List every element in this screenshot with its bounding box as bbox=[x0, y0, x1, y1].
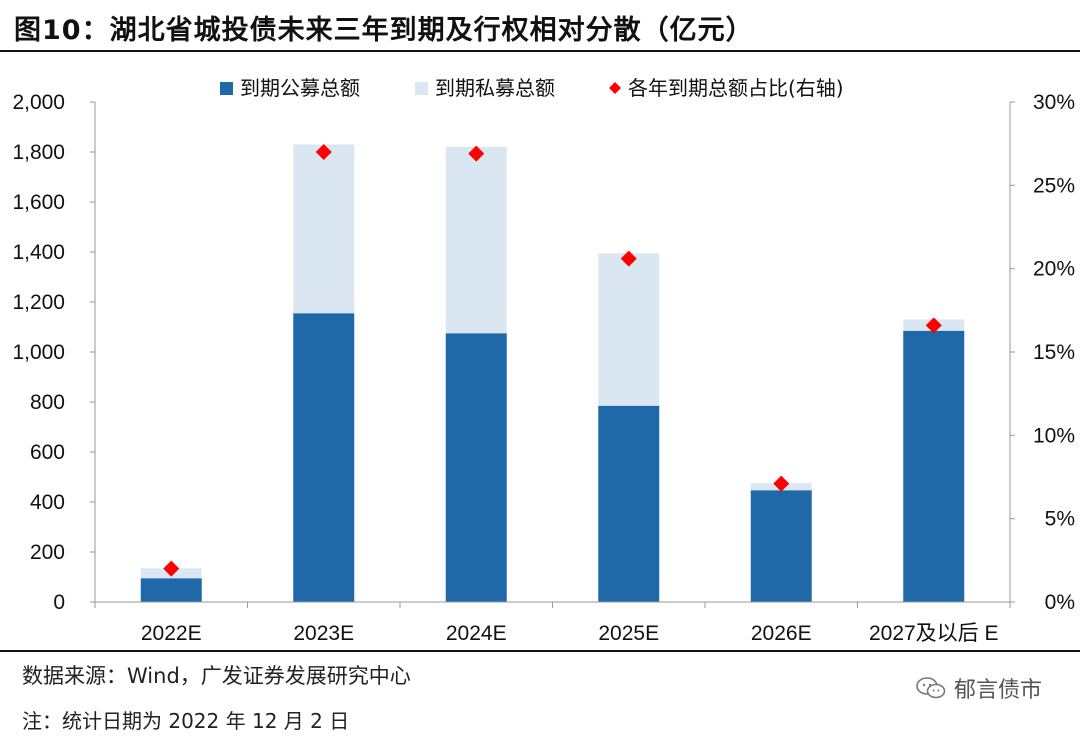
bar-private-2024E bbox=[445, 147, 507, 334]
x-axis: 2022E 2023E 2024E 2025E 2026E 2027及以后 E bbox=[94, 601, 1011, 645]
bar-private-2025E bbox=[598, 253, 660, 406]
left-tick-label: 1,200 bbox=[12, 291, 65, 314]
stacked-bar-chart: 0 200 400 600 800 1,000 1,200 1,400 1,600 1,800 2,… bbox=[12, 76, 1075, 645]
right-y-axis: 0% 5% 10% 15% 20% 25% 30% bbox=[1009, 91, 1075, 614]
x-tick-label: 2026E bbox=[751, 622, 812, 645]
x-tick-label: 2023E bbox=[293, 622, 354, 645]
date-note: 注：统计日期为 2022 年 12 月 2 日 bbox=[22, 709, 350, 733]
left-tick-label: 1,600 bbox=[12, 191, 65, 214]
left-tick-label: 1,800 bbox=[12, 141, 65, 164]
source-note: 数据来源：Wind，广发证券发展研究中心 bbox=[22, 664, 411, 688]
legend-label-ratio: 各年到期总额占比(右轴) bbox=[628, 76, 844, 100]
left-tick-label: 800 bbox=[30, 391, 65, 414]
left-tick-label: 0 bbox=[53, 591, 65, 614]
bar-series bbox=[140, 144, 965, 602]
right-tick-label: 10% bbox=[1033, 424, 1075, 447]
right-tick-label: 25% bbox=[1033, 174, 1075, 197]
left-tick-label: 600 bbox=[30, 441, 65, 464]
x-tick-label: 2024E bbox=[446, 622, 507, 645]
legend-label-private: 到期私募总额 bbox=[435, 76, 555, 100]
title-divider bbox=[0, 50, 1080, 52]
bar-public-2023E bbox=[293, 313, 355, 602]
ratio-marker-2023E bbox=[315, 144, 332, 160]
left-y-axis: 0 200 400 600 800 1,000 1,200 1,400 1,600 1,800 2,… bbox=[12, 91, 96, 614]
x-tick-label: 2022E bbox=[141, 622, 202, 645]
bar-public-2024E bbox=[445, 333, 507, 602]
ratio-marker-2027及以后 E bbox=[925, 317, 942, 334]
legend-swatch-private bbox=[415, 82, 428, 95]
legend-swatch-public bbox=[220, 82, 233, 95]
bar-public-2025E bbox=[598, 405, 660, 602]
bar-public-2027及以后 E bbox=[903, 330, 965, 602]
legend: 到期公募总额 到期私募总额 各年到期总额占比(右轴) bbox=[220, 76, 844, 100]
bar-private-2023E bbox=[293, 144, 355, 314]
left-tick-label: 200 bbox=[30, 541, 65, 564]
right-tick-label: 30% bbox=[1033, 91, 1075, 114]
wechat-icon bbox=[916, 677, 946, 699]
bar-public-2022E bbox=[140, 578, 202, 602]
right-tick-label: 0% bbox=[1045, 591, 1075, 614]
ratio-markers bbox=[163, 144, 942, 577]
x-tick-label: 2027及以后 E bbox=[869, 622, 999, 645]
x-tick-label: 2025E bbox=[598, 622, 659, 645]
legend-label-public: 到期公募总额 bbox=[240, 76, 360, 100]
left-tick-label: 1,000 bbox=[12, 341, 65, 364]
right-tick-label: 20% bbox=[1033, 258, 1075, 281]
left-tick-label: 2,000 bbox=[12, 91, 65, 114]
ratio-marker-2024E bbox=[468, 145, 485, 162]
bar-public-2026E bbox=[750, 490, 812, 602]
left-tick-label: 1,400 bbox=[12, 241, 65, 264]
watermark: 郁言债市 bbox=[916, 672, 1042, 704]
legend-swatch-ratio bbox=[609, 82, 621, 94]
footer-divider bbox=[0, 650, 1080, 652]
figure-title: 图10：湖北省城投债未来三年到期及行权相对分散（亿元） bbox=[14, 15, 754, 46]
left-tick-label: 400 bbox=[30, 491, 65, 514]
right-tick-label: 5% bbox=[1045, 508, 1075, 531]
ratio-marker-2026E bbox=[773, 475, 790, 492]
right-tick-label: 15% bbox=[1033, 341, 1075, 364]
watermark-text: 郁言债市 bbox=[953, 678, 1042, 703]
ratio-marker-2022E bbox=[163, 560, 180, 577]
ratio-marker-2025E bbox=[620, 250, 637, 267]
